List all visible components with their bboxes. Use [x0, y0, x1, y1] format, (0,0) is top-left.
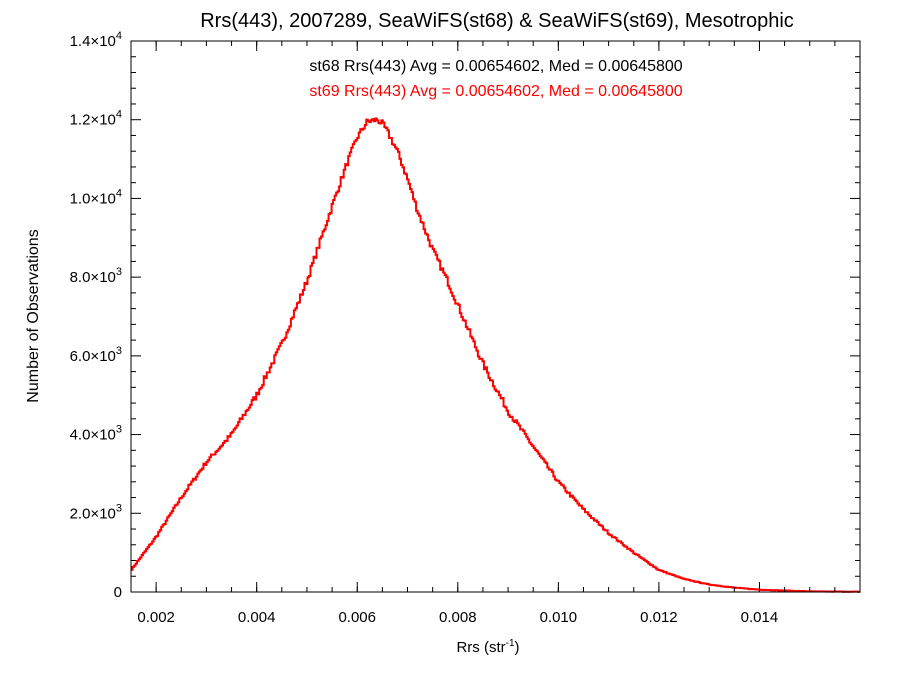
y-tick-label: 4.0×103	[70, 424, 122, 444]
y-tick-label: 1.0×104	[70, 187, 122, 207]
y-tick-label: 6.0×103	[70, 345, 122, 365]
y-tick-label: 0	[114, 584, 122, 601]
x-axis-label: Rrs (str-1)	[456, 638, 519, 656]
y-tick-label: 1.4×104	[70, 30, 122, 50]
x-tick-label: 0.014	[741, 609, 779, 626]
y-tick-label: 1.2×104	[70, 109, 122, 129]
x-tick-label: 0.002	[137, 609, 175, 626]
y-axis: 0 2.0×103 4.0×103 6.0×103 8.0×103 1.0×104 1.2×…	[70, 30, 860, 601]
annotation-1: st68 Rrs(443) Avg = 0.00654602, Med = 0.…	[309, 58, 682, 75]
y-tick-label: 2.0×103	[70, 502, 122, 522]
plot-frame	[130, 40, 861, 593]
x-axis-label-base: Rrs (str	[456, 639, 505, 656]
series-line-st68-st69	[131, 117, 861, 593]
y-tick-label: 8.0×103	[70, 266, 122, 286]
x-axis: 0.002 0.004 0.006 0.008 0.010 0.012 0.014	[130, 41, 861, 626]
y-axis-label: Number of Observations	[25, 229, 42, 402]
x-tick-label: 0.008	[439, 609, 477, 626]
x-tick-label: 0.012	[640, 609, 678, 626]
chart-title: Rrs(443), 2007289, SeaWiFS(st68) & SeaWi…	[200, 10, 794, 32]
x-axis-label-close: )	[515, 639, 520, 656]
annotations: st68 Rrs(443) Avg = 0.00654602, Med = 0.…	[309, 58, 682, 100]
x-axis-label-sup: -1	[506, 638, 515, 649]
x-tick-label: 0.010	[540, 609, 578, 626]
annotation-2: st69 Rrs(443) Avg = 0.00654602, Med = 0.…	[309, 83, 682, 100]
x-tick-label: 0.006	[338, 609, 376, 626]
plot-area	[130, 40, 861, 593]
x-tick-label: 0.004	[238, 609, 276, 626]
